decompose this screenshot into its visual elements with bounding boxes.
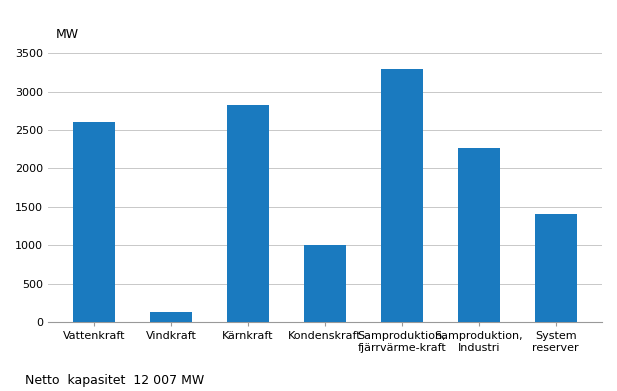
Text: Netto  kapasitet  12 007 MW: Netto kapasitet 12 007 MW	[25, 374, 204, 387]
Bar	[73, 122, 115, 322]
Bar	[304, 245, 346, 322]
Text: MW: MW	[56, 28, 79, 41]
Bar	[534, 214, 577, 322]
Bar	[458, 148, 500, 322]
Bar	[381, 69, 423, 322]
Bar	[227, 106, 269, 322]
Bar	[150, 312, 193, 322]
